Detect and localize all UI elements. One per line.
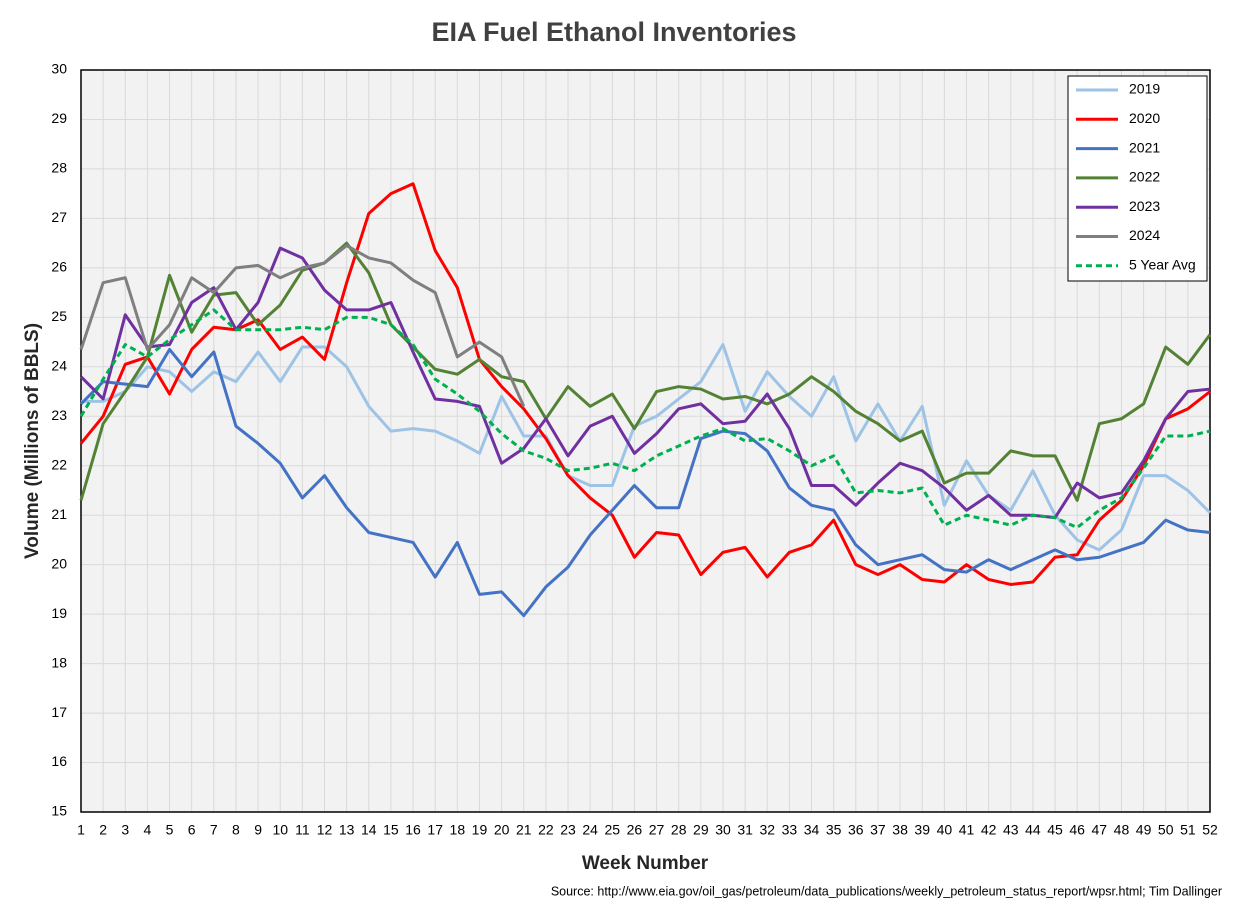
x-tick-label: 51: [1180, 822, 1196, 838]
x-tick-label: 29: [693, 822, 709, 838]
x-tick-label: 42: [981, 822, 997, 838]
x-tick-label: 13: [339, 822, 355, 838]
x-tick-label: 5: [166, 822, 174, 838]
y-tick-label: 28: [51, 160, 67, 176]
y-tick-label: 15: [51, 803, 67, 819]
x-tick-label: 40: [937, 822, 953, 838]
x-tick-label: 22: [538, 822, 554, 838]
x-tick-label: 3: [121, 822, 129, 838]
y-tick-label: 22: [51, 456, 67, 472]
x-tick-label: 20: [494, 822, 510, 838]
x-tick-label: 19: [472, 822, 488, 838]
x-tick-label: 18: [450, 822, 466, 838]
y-tick-label: 17: [51, 704, 67, 720]
legend-label: 2024: [1129, 227, 1160, 243]
y-tick-label: 30: [51, 61, 67, 77]
y-tick-label: 19: [51, 605, 67, 621]
legend-label: 2021: [1129, 139, 1160, 155]
x-tick-label: 47: [1092, 822, 1108, 838]
series-line: [79, 182, 1211, 586]
x-tick-label: 39: [914, 822, 930, 838]
x-tick-label: 1: [77, 822, 85, 838]
y-tick-label: 26: [51, 259, 67, 275]
y-tick-label: 25: [51, 308, 67, 324]
x-tick-label: 27: [649, 822, 665, 838]
y-tick-label: 21: [51, 506, 67, 522]
x-tick-label: 33: [782, 822, 798, 838]
x-axis-label: Week Number: [582, 853, 709, 874]
x-tick-label: 21: [516, 822, 532, 838]
x-tick-label: 30: [715, 822, 731, 838]
x-tick-label: 35: [826, 822, 842, 838]
x-tick-label: 32: [759, 822, 775, 838]
x-tick-label: 4: [144, 822, 152, 838]
x-tick-label: 46: [1069, 822, 1085, 838]
legend-label: 5 Year Avg: [1129, 257, 1196, 273]
x-tick-label: 16: [405, 822, 421, 838]
x-tick-label: 25: [605, 822, 621, 838]
legend-label: 2023: [1129, 198, 1160, 214]
legend-label: 2020: [1129, 110, 1160, 126]
y-tick-label: 20: [51, 555, 67, 571]
legend-label: 2019: [1129, 81, 1160, 97]
x-tick-label: 44: [1025, 822, 1041, 838]
y-axis-label: Volume (Millions of BBLS): [22, 323, 43, 559]
x-tick-label: 43: [1003, 822, 1019, 838]
x-tick-label: 10: [272, 822, 288, 838]
x-tick-label: 38: [892, 822, 908, 838]
x-tick-label: 31: [737, 822, 753, 838]
x-tick-label: 23: [560, 822, 576, 838]
x-tick-label: 49: [1136, 822, 1152, 838]
series-line: [79, 244, 526, 407]
series-line: [79, 308, 1211, 530]
x-tick-label: 7: [210, 822, 218, 838]
x-tick-label: 34: [804, 822, 820, 838]
series-line: [79, 246, 1211, 520]
x-tick-label: 28: [671, 822, 687, 838]
y-tick-label: 23: [51, 407, 67, 423]
x-tick-label: 37: [870, 822, 886, 838]
x-tick-label: 8: [232, 822, 240, 838]
y-tick-label: 24: [51, 358, 67, 374]
x-tick-label: 17: [427, 822, 443, 838]
chart-title: EIA Fuel Ethanol Inventories: [431, 17, 796, 47]
x-tick-label: 12: [317, 822, 333, 838]
y-tick-label: 16: [51, 753, 67, 769]
y-tick-label: 29: [51, 110, 67, 126]
plot-border: [80, 69, 1211, 813]
y-tick-label: 27: [51, 209, 67, 225]
series-line: [79, 347, 1211, 618]
x-tick-label: 14: [361, 822, 377, 838]
legend-label: 2022: [1129, 169, 1160, 185]
source-note: Source: http://www.eia.gov/oil_gas/petro…: [551, 884, 1222, 898]
plot-area: [81, 70, 1210, 812]
series-line: [79, 241, 1212, 502]
x-tick-label: 41: [959, 822, 975, 838]
x-tick-label: 50: [1158, 822, 1174, 838]
x-tick-label: 52: [1202, 822, 1218, 838]
x-tick-label: 48: [1114, 822, 1130, 838]
x-tick-label: 2: [99, 822, 107, 838]
x-tick-label: 11: [295, 822, 310, 838]
x-tick-label: 15: [383, 822, 399, 838]
x-tick-label: 24: [582, 822, 598, 838]
y-tick-label: 18: [51, 654, 67, 670]
x-tick-label: 26: [627, 822, 643, 838]
x-tick-label: 45: [1047, 822, 1063, 838]
x-tick-label: 6: [188, 822, 196, 838]
x-tick-label: 9: [254, 822, 262, 838]
series-line: [81, 343, 1212, 552]
x-tick-label: 36: [848, 822, 864, 838]
